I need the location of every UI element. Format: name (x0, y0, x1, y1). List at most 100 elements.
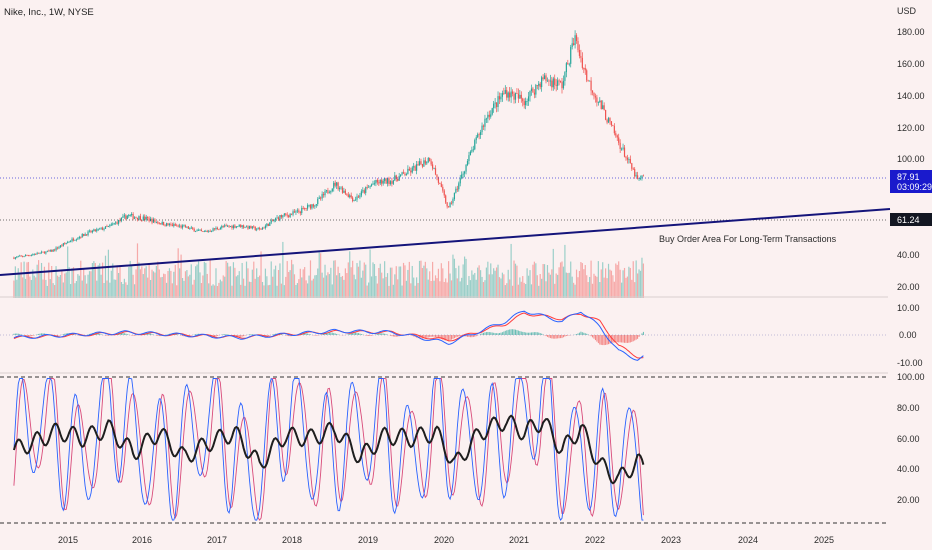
volume-bar (62, 282, 64, 298)
volume-bar (609, 269, 611, 298)
macd-histogram-bar (609, 335, 611, 344)
macd-histogram-bar (366, 335, 368, 336)
candle-body (507, 92, 509, 98)
volume-bar (250, 281, 252, 298)
volume-bar (311, 280, 313, 298)
macd-histogram-bar (13, 333, 15, 335)
volume-bar (197, 261, 200, 298)
candle-body (321, 194, 323, 199)
volume-bar (365, 264, 367, 298)
candle-body (132, 213, 134, 219)
candle-body (315, 204, 317, 206)
candle-body (477, 134, 479, 138)
candle-body (352, 197, 354, 202)
macd-histogram-bar (378, 333, 380, 335)
candle-body (67, 241, 69, 243)
candle-body (45, 251, 47, 254)
volume-bar (84, 275, 86, 298)
volume-bar (112, 263, 114, 298)
candle-body (290, 213, 293, 215)
volume-bar (439, 281, 441, 298)
volume-bar (421, 267, 424, 298)
volume-bar (282, 241, 284, 298)
volume-bar (125, 282, 127, 298)
candle-body (72, 238, 75, 241)
candle-body (267, 223, 269, 226)
candle-body (235, 226, 237, 228)
candle-body (152, 219, 155, 223)
macd-histogram-bar (123, 333, 125, 335)
volume-bar (80, 260, 82, 298)
annotation-text: Buy Order Area For Long-Term Transaction… (659, 234, 837, 244)
macd-histogram-bar (475, 335, 477, 337)
candle-body (36, 252, 38, 255)
volume-bar (273, 269, 275, 298)
support-trendline[interactable] (0, 208, 891, 276)
candle-body (379, 179, 381, 184)
volume-bar (482, 282, 485, 298)
candle-body (29, 255, 31, 257)
tick-label: 140.00 (897, 91, 925, 101)
volume-bar (360, 277, 362, 298)
x-tick-label: 2024 (738, 535, 758, 545)
candle-body (474, 140, 476, 150)
candle-body (274, 218, 277, 221)
candle-body (259, 228, 261, 230)
candle-body (113, 223, 115, 225)
candle-body (280, 215, 283, 218)
candle-body (416, 164, 418, 171)
macd-histogram-bar (325, 332, 327, 335)
macd-histogram-bar (423, 335, 425, 339)
macd-histogram-bar (286, 335, 288, 336)
volume-bar (522, 276, 524, 298)
volume-bar (554, 283, 556, 298)
volume-bar (514, 263, 517, 298)
macd-histogram-bar (238, 335, 240, 338)
volume-bar (511, 285, 514, 298)
volume-bar (116, 265, 118, 298)
candle-body (85, 234, 88, 236)
price-axis[interactable]: USD 180.00 160.00 140.00 120.00 100.00 4… (897, 6, 925, 505)
candle-body (52, 249, 54, 252)
candle-body (577, 41, 579, 51)
volume-bar (72, 267, 75, 298)
macd-histogram-bar (315, 335, 317, 336)
macd-histogram-bar (606, 335, 608, 345)
volume-bar (93, 261, 95, 298)
candle-body (317, 198, 319, 205)
volume-bar (442, 268, 444, 298)
macd-histogram-bar (55, 335, 57, 337)
candle-body (639, 178, 642, 179)
candle-body (304, 208, 306, 209)
candle-body (468, 155, 470, 162)
macd-histogram-bar (603, 335, 605, 346)
x-tick-label: 2020 (434, 535, 454, 545)
volume-bar (469, 280, 472, 298)
candle-body (305, 208, 307, 210)
macd-histogram-bar (545, 335, 547, 337)
macd-histogram-bar (353, 332, 355, 335)
volume-bar (423, 265, 425, 298)
volume-bar (330, 267, 332, 298)
candle-body (350, 195, 352, 198)
volume-bar (343, 279, 345, 298)
volume-bar (129, 260, 131, 298)
candle-body (40, 251, 43, 253)
volume-bar (494, 270, 496, 298)
time-axis[interactable]: 2015 2016 2017 2018 2019 2020 2021 2022 … (58, 535, 834, 545)
volume-bar (395, 266, 397, 298)
volume-bar (16, 279, 18, 298)
macd-histogram-bar (594, 335, 596, 341)
volume-bar (180, 254, 182, 298)
volume-bar (458, 265, 460, 298)
candle-body (225, 225, 227, 227)
candle-body (309, 204, 312, 209)
volume-bar (91, 263, 94, 298)
macd-histogram-bar (198, 333, 200, 335)
macd-histogram-bar (455, 335, 457, 338)
candle-body (46, 250, 48, 252)
candle-body (32, 254, 34, 256)
countdown-value: 03:09:29 (897, 182, 932, 192)
macd-histogram-bar (613, 335, 615, 343)
